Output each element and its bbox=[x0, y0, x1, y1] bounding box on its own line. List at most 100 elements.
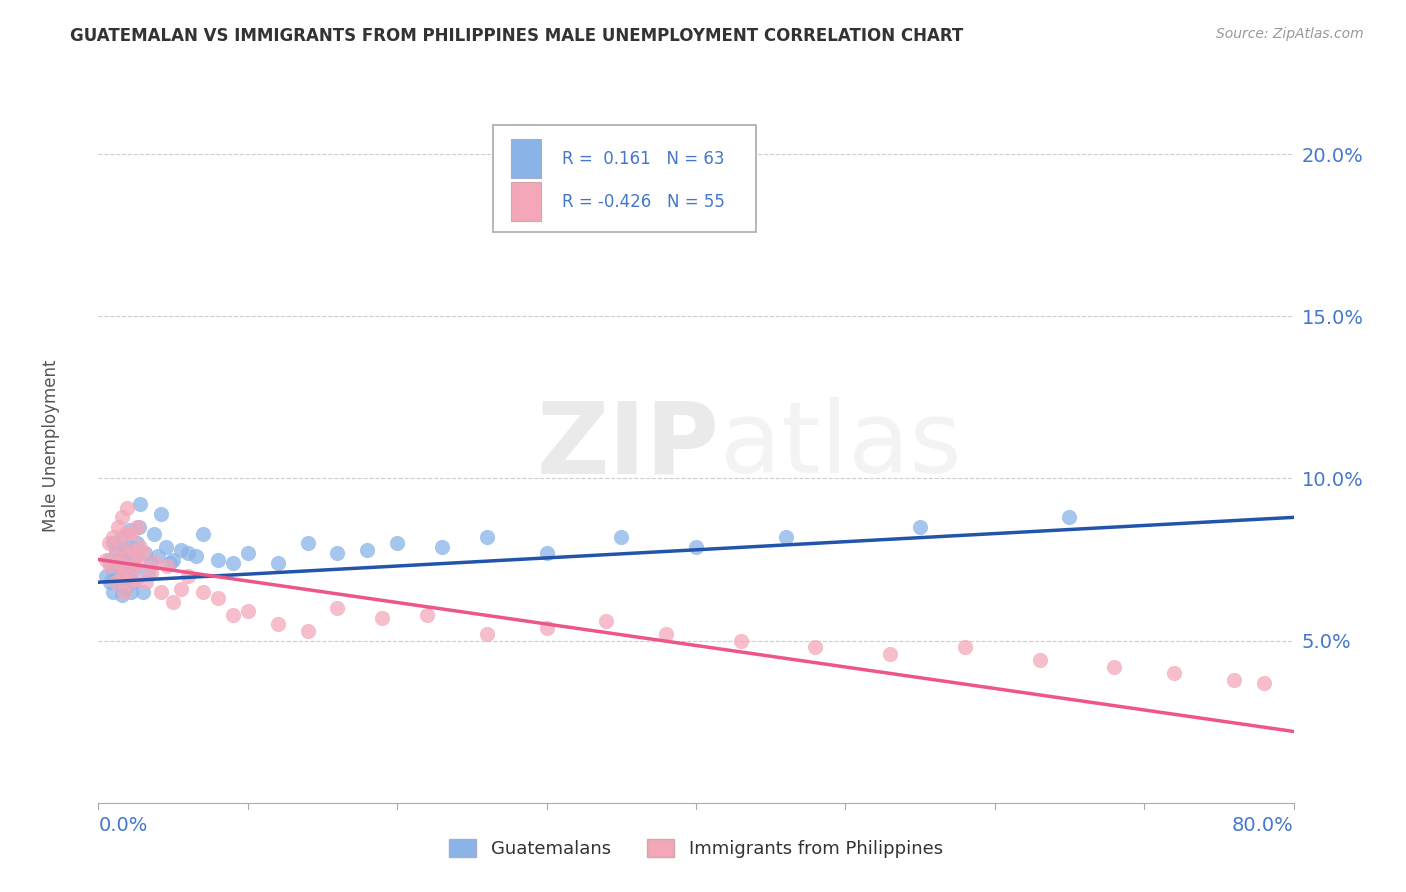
Point bbox=[207, 591, 229, 606]
Point bbox=[117, 572, 139, 586]
Point bbox=[111, 568, 134, 582]
Point bbox=[129, 540, 152, 554]
Point bbox=[475, 530, 498, 544]
Point bbox=[118, 524, 141, 538]
Point bbox=[124, 559, 146, 574]
Point bbox=[536, 546, 558, 560]
Point bbox=[105, 542, 128, 557]
Point bbox=[804, 640, 827, 654]
Text: 80.0%: 80.0% bbox=[1232, 816, 1294, 835]
Point bbox=[1028, 653, 1050, 667]
Point bbox=[150, 585, 173, 599]
Text: Source: ZipAtlas.com: Source: ZipAtlas.com bbox=[1216, 27, 1364, 41]
Point bbox=[110, 578, 132, 592]
Point bbox=[135, 575, 157, 590]
Point bbox=[117, 549, 139, 564]
Point bbox=[267, 617, 290, 632]
Point bbox=[1253, 675, 1275, 690]
Point bbox=[103, 585, 125, 599]
Point bbox=[114, 542, 136, 557]
Point bbox=[775, 530, 797, 544]
Point bbox=[169, 542, 191, 557]
Point bbox=[177, 568, 200, 582]
Point bbox=[177, 546, 200, 560]
Legend: Guatemalans, Immigrants from Philippines: Guatemalans, Immigrants from Philippines bbox=[441, 831, 950, 865]
Point bbox=[139, 566, 162, 580]
Point bbox=[118, 575, 141, 590]
Point bbox=[110, 540, 132, 554]
Point bbox=[148, 549, 170, 564]
Point bbox=[120, 585, 142, 599]
Point bbox=[121, 556, 143, 570]
Point bbox=[1223, 673, 1246, 687]
Point bbox=[430, 540, 453, 554]
Point bbox=[111, 588, 134, 602]
Point bbox=[129, 497, 152, 511]
Point bbox=[1059, 510, 1081, 524]
Point bbox=[97, 552, 120, 566]
Point bbox=[356, 542, 378, 557]
Text: R = -0.426   N = 55: R = -0.426 N = 55 bbox=[562, 193, 725, 211]
Point bbox=[416, 607, 439, 622]
Point bbox=[120, 526, 142, 541]
Point bbox=[132, 546, 155, 560]
Point bbox=[101, 562, 124, 576]
Text: Male Unemployment: Male Unemployment bbox=[42, 359, 59, 533]
Point bbox=[112, 585, 135, 599]
Point bbox=[107, 520, 129, 534]
Point bbox=[127, 536, 149, 550]
Point bbox=[112, 559, 135, 574]
Point bbox=[107, 566, 129, 580]
Point bbox=[191, 585, 214, 599]
Point bbox=[118, 559, 141, 574]
Point bbox=[104, 559, 127, 574]
Point bbox=[159, 556, 181, 570]
Point bbox=[108, 556, 131, 570]
Point bbox=[610, 530, 633, 544]
FancyBboxPatch shape bbox=[510, 139, 541, 178]
Point bbox=[1163, 666, 1185, 681]
Point bbox=[114, 526, 136, 541]
Point bbox=[128, 556, 150, 570]
Point bbox=[385, 536, 409, 550]
Point bbox=[475, 627, 498, 641]
Text: R =  0.161   N = 63: R = 0.161 N = 63 bbox=[562, 150, 724, 168]
Point bbox=[1104, 659, 1126, 673]
Point bbox=[953, 640, 976, 654]
Point bbox=[114, 562, 136, 576]
Point bbox=[162, 552, 184, 566]
Point bbox=[124, 562, 146, 576]
Point bbox=[121, 575, 143, 590]
Point bbox=[111, 568, 134, 582]
Point bbox=[114, 582, 136, 596]
Point bbox=[108, 556, 131, 570]
Point bbox=[685, 540, 707, 554]
Point bbox=[105, 575, 128, 590]
Point bbox=[207, 552, 229, 566]
Point bbox=[98, 559, 122, 574]
Point bbox=[105, 572, 128, 586]
Point bbox=[267, 556, 290, 570]
Point bbox=[136, 566, 159, 580]
Point bbox=[595, 614, 617, 628]
Point bbox=[103, 530, 125, 544]
Point bbox=[236, 604, 259, 618]
Point bbox=[222, 556, 245, 570]
Point bbox=[326, 546, 349, 560]
Point bbox=[297, 624, 319, 638]
Point bbox=[326, 601, 349, 615]
Point bbox=[371, 611, 394, 625]
Point bbox=[115, 566, 138, 580]
Point bbox=[908, 520, 931, 534]
Point bbox=[94, 552, 117, 566]
Point bbox=[139, 556, 162, 570]
Point bbox=[111, 530, 134, 544]
Point bbox=[236, 546, 259, 560]
Point bbox=[162, 595, 184, 609]
Point bbox=[879, 647, 901, 661]
Point bbox=[132, 585, 155, 599]
Point bbox=[121, 542, 143, 557]
Point bbox=[94, 568, 117, 582]
Point bbox=[117, 552, 139, 566]
Point bbox=[125, 572, 148, 586]
